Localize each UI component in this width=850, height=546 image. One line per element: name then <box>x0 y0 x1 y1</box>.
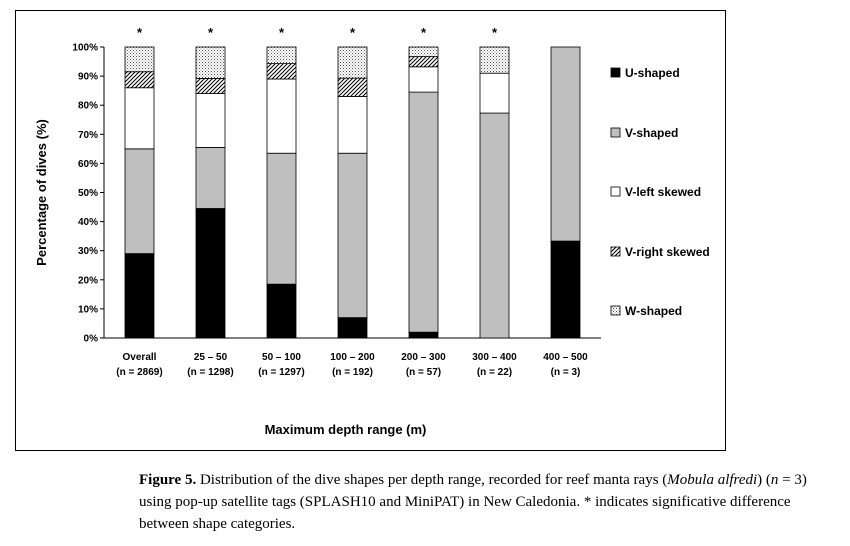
caption-n-var: n <box>770 472 779 488</box>
x-axis-title: Maximum depth range (m) <box>265 422 427 437</box>
bar-segment-u-shaped <box>195 208 226 339</box>
significance-star: * <box>208 25 214 40</box>
y-tick-label: 70% <box>78 130 98 141</box>
legend-swatch-v-right-skewed <box>610 246 621 257</box>
significance-star: * <box>350 25 356 40</box>
bar-segment-v-right-skewed <box>408 56 439 68</box>
y-tick-label: 0% <box>84 334 99 345</box>
legend-label-u-shaped: U-shaped <box>625 66 680 80</box>
bar-segment-u-shaped <box>550 240 581 339</box>
legend-label-v-right-skewed: V-right skewed <box>625 245 710 259</box>
bar-segment-v-left-skewed <box>479 72 510 114</box>
x-tick-label: 400 – 500 <box>543 352 588 363</box>
y-tick-label: 50% <box>78 188 98 199</box>
y-axis-title: Percentage of dives (%) <box>34 119 49 266</box>
bar-segment-v-left-skewed <box>337 96 368 154</box>
sample-size-label: (n = 57) <box>406 367 441 378</box>
significance-star: * <box>137 25 143 40</box>
legend-label-v-shaped: V-shaped <box>625 126 678 140</box>
x-tick-label: Overall <box>123 352 157 363</box>
caption-text-3: = 3) using pop-up satellite tags (SPLASH… <box>139 472 807 532</box>
caption-label: Figure 5. <box>139 472 197 488</box>
bar-segment-v-right-skewed <box>124 71 155 89</box>
bar-segment-v-shaped <box>266 152 297 285</box>
y-tick-label: 40% <box>78 217 98 228</box>
x-tick-label: 25 – 50 <box>194 352 228 363</box>
stacked-bar-chart: 0% 10% 20% 30% 40% 50% 60% 70% 80% 90% 100% Percent… <box>34 25 710 437</box>
legend-label-w-shaped: W-shaped <box>625 304 682 318</box>
legend-label-v-left-skewed: V-left skewed <box>625 185 701 199</box>
figure-caption: Figure 5. Distribution of the dive shape… <box>139 469 839 535</box>
caption-species: Mobula alfredi <box>667 472 758 488</box>
bar-segment-v-left-skewed <box>124 87 155 150</box>
significance-star: * <box>421 25 427 40</box>
x-tick-label: 300 – 400 <box>472 352 517 363</box>
legend-swatch-w-shaped <box>610 305 621 316</box>
legend-swatch-v-shaped <box>610 127 621 138</box>
x-tick-label: 200 – 300 <box>401 352 446 363</box>
y-tick-label: 10% <box>78 304 98 315</box>
bar-segment-v-shaped <box>550 46 581 242</box>
bar-segment-w-shaped <box>195 46 226 79</box>
bar-segment-v-shaped <box>195 146 226 209</box>
sample-size-label: (n = 22) <box>477 367 512 378</box>
significance-star: * <box>279 25 285 40</box>
x-tick-label: 100 – 200 <box>330 352 375 363</box>
bar-segment-v-shaped <box>337 152 368 319</box>
bar-segment-v-left-skewed <box>266 78 297 154</box>
bar-segment-w-shaped <box>124 46 155 73</box>
sample-size-label: (n = 192) <box>332 367 373 378</box>
x-tick-label: 50 – 100 <box>262 352 301 363</box>
bar-segment-v-shaped <box>479 112 510 339</box>
y-tick-label: 100% <box>72 43 98 54</box>
bar-segment-u-shaped <box>337 317 368 339</box>
bar-segment-u-shaped <box>408 331 439 339</box>
y-tick-label: 90% <box>78 72 98 83</box>
bar-segment-v-shaped <box>124 148 155 255</box>
bar-segment-w-shaped <box>408 46 439 58</box>
legend-swatch-u-shaped <box>610 67 621 78</box>
bar-segment-w-shaped <box>337 46 368 79</box>
bar-segment-v-right-skewed <box>195 78 226 94</box>
y-tick-label: 20% <box>78 275 98 286</box>
sample-size-label: (n = 2869) <box>116 367 162 378</box>
bar-segment-v-right-skewed <box>337 77 368 97</box>
bar-segment-u-shaped <box>266 283 297 339</box>
y-tick-label: 80% <box>78 101 98 112</box>
y-tick-label: 30% <box>78 246 98 257</box>
caption-text-1: Distribution of the dive shapes per dept… <box>196 472 668 488</box>
bar-segment-v-right-skewed <box>266 63 297 80</box>
sample-size-label: (n = 1297) <box>258 367 304 378</box>
significance-star: * <box>492 25 498 40</box>
bar-segment-u-shaped <box>124 253 155 339</box>
chart-frame: 0% 10% 20% 30% 40% 50% 60% 70% 80% 90% 100% Percent… <box>15 10 726 451</box>
bar-segment-v-left-skewed <box>195 93 226 148</box>
bar-segment-v-left-skewed <box>408 66 439 93</box>
sample-size-label: (n = 1298) <box>187 367 233 378</box>
y-tick-label: 60% <box>78 159 98 170</box>
caption-text-2: ) ( <box>757 472 771 488</box>
legend-swatch-v-left-skewed <box>610 186 621 197</box>
bar-segment-w-shaped <box>479 46 510 74</box>
bar-segment-v-shaped <box>408 91 439 333</box>
bar-segment-w-shaped <box>266 46 297 64</box>
sample-size-label: (n = 3) <box>551 367 581 378</box>
